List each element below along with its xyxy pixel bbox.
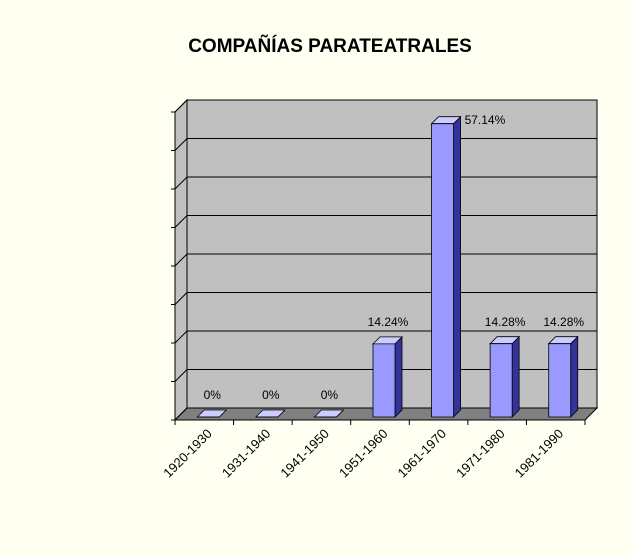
bar <box>430 115 462 418</box>
data-label: 57.14% <box>465 113 506 127</box>
bar-face <box>372 343 396 418</box>
bar <box>196 409 228 418</box>
bar <box>313 409 345 418</box>
data-label: 14.28% <box>485 315 526 329</box>
data-label: 14.24% <box>368 315 409 329</box>
bar-face <box>511 335 520 418</box>
bar-face <box>394 335 403 418</box>
data-label: 14.28% <box>543 315 584 329</box>
bar-face <box>570 335 579 418</box>
bar <box>254 409 286 418</box>
bar-face <box>431 123 454 418</box>
chart-title: COMPAÑÍAS PARATEATRALES <box>188 35 472 57</box>
data-label: 0% <box>262 388 280 402</box>
data-label: 0% <box>321 388 339 402</box>
bar <box>547 335 579 418</box>
bar-face <box>453 115 461 418</box>
bar-face <box>548 343 572 418</box>
grid-line <box>174 99 597 113</box>
bar <box>489 335 521 418</box>
data-label: 0% <box>204 388 222 402</box>
bar-face <box>489 343 513 418</box>
bar <box>372 335 403 418</box>
